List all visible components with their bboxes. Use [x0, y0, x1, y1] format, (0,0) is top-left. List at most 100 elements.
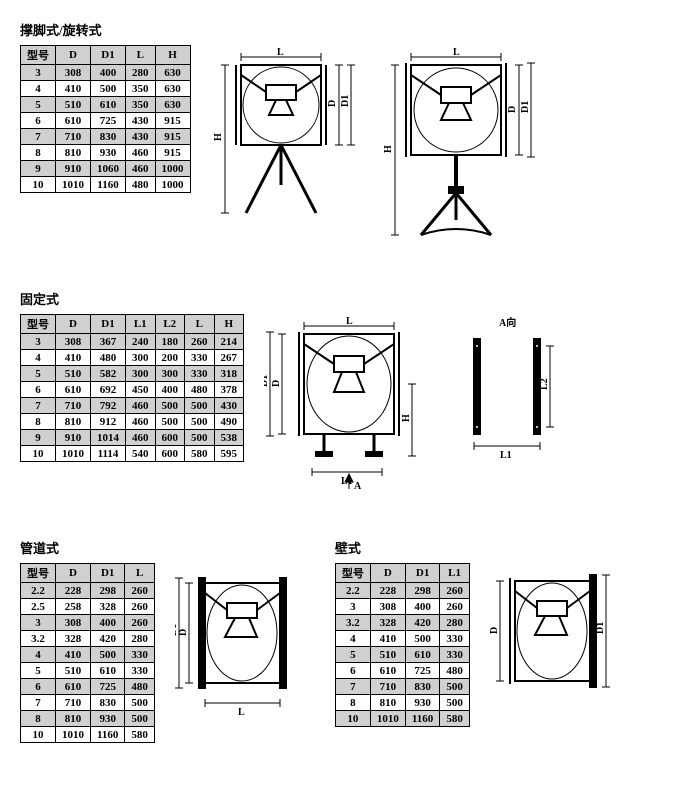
table-cell: 630 [155, 81, 190, 97]
table-cell: 460 [126, 145, 156, 161]
table-cell: 9 [21, 161, 56, 177]
table-cell: 7 [335, 679, 370, 695]
table-cell: 228 [56, 583, 91, 599]
table-header-cell: L1 [126, 315, 156, 334]
table-cell: 308 [56, 65, 91, 81]
table-cell: 298 [91, 583, 125, 599]
section-title: 壁式 [335, 538, 610, 557]
table-row: 5510610330 [21, 663, 155, 679]
table-cell: 710 [56, 129, 91, 145]
table-row: 4410480300200330267 [21, 350, 244, 366]
table-cell: 1160 [405, 711, 439, 727]
table-cell: 4 [21, 81, 56, 97]
table-cell: 3 [21, 65, 56, 81]
svg-text:D1: D1 [264, 375, 270, 387]
table-cell: 260 [440, 583, 470, 599]
table-cell: 260 [125, 583, 155, 599]
table-cell: 610 [405, 647, 439, 663]
table-cell: 460 [126, 414, 156, 430]
svg-text:L1: L1 [500, 450, 512, 461]
table-cell: 710 [56, 398, 91, 414]
table-header-cell: D [56, 564, 91, 583]
table-cell: 400 [405, 599, 439, 615]
svg-text:D: D [178, 629, 189, 636]
table-cell: 610 [370, 663, 405, 679]
table-cell: 910 [56, 161, 91, 177]
table-cell: 500 [185, 398, 215, 414]
table-row: 2.2228298260 [21, 583, 155, 599]
svg-text:D1: D1 [520, 101, 531, 113]
table-cell: 915 [155, 113, 190, 129]
table-cell: 830 [91, 695, 125, 711]
svg-text:H: H [383, 145, 394, 153]
table-cell: 500 [440, 695, 470, 711]
table-cell: 300 [126, 350, 156, 366]
table-cell: 328 [370, 615, 405, 631]
table-cell: 1010 [56, 446, 91, 462]
table-row: 6610725430915 [21, 113, 191, 129]
table-cell: 500 [155, 414, 185, 430]
table-cell: 8 [21, 414, 56, 430]
table-cell: 10 [335, 711, 370, 727]
svg-text:D: D [327, 100, 338, 107]
table-cell: 610 [56, 679, 91, 695]
table-cell: 430 [126, 113, 156, 129]
table-header-cell: L2 [155, 315, 185, 334]
table-cell: 830 [405, 679, 439, 695]
table-row: 7710830500 [335, 679, 469, 695]
table-row: 5510610350630 [21, 97, 191, 113]
table-cell: 328 [56, 631, 91, 647]
table-cell: 725 [91, 113, 126, 129]
table-cell: 308 [56, 615, 91, 631]
table-cell: 830 [91, 129, 126, 145]
table-cell: 450 [126, 382, 156, 398]
svg-text:A: A [354, 481, 362, 492]
table-row: 7710830500 [21, 695, 155, 711]
table-cell: 7 [21, 695, 56, 711]
table-cell: 3 [21, 334, 56, 350]
table-cell: 267 [214, 350, 244, 366]
svg-text:H: H [213, 133, 224, 141]
table-row: 991010604601000 [21, 161, 191, 177]
table-cell: 500 [125, 695, 155, 711]
table-row: 5510610330 [335, 647, 469, 663]
table-cell: 460 [126, 430, 156, 446]
table-cell: 260 [125, 615, 155, 631]
table-duct: 型号DD1L 2.22282982602.5258328260330840026… [20, 563, 155, 743]
table-cell: 6 [335, 663, 370, 679]
svg-text:L: L [346, 316, 353, 327]
table-header-cell: D [56, 315, 91, 334]
table-cell: 930 [91, 145, 126, 161]
svg-text:D1: D1 [595, 622, 606, 634]
table-cell: 6 [21, 679, 56, 695]
table-row: 3308367240180260214 [21, 334, 244, 350]
table-row: 8810912460500500490 [21, 414, 244, 430]
table-row: 1010101114540600580595 [21, 446, 244, 462]
table-cell: 595 [214, 446, 244, 462]
table-row: 4410500330 [335, 631, 469, 647]
table-cell: 600 [155, 430, 185, 446]
table-cell: 460 [126, 161, 156, 177]
diagram-wall: D D1 [490, 563, 610, 717]
table-row: 1010101160580 [335, 711, 469, 727]
table-row: 2.5258328260 [21, 599, 155, 615]
table-cell: 710 [56, 695, 91, 711]
table-cell: 328 [91, 599, 125, 615]
table-row: 6610725480 [335, 663, 469, 679]
table-cell: 420 [405, 615, 439, 631]
table-cell: 1000 [155, 161, 190, 177]
table-cell: 912 [91, 414, 126, 430]
table-row: 3.2328420280 [21, 631, 155, 647]
table-cell: 1010 [56, 177, 91, 193]
table-fixed: 型号DD1L1L2LH 3308367240180260214441048030… [20, 314, 244, 462]
table-cell: 330 [440, 631, 470, 647]
section-title: 固定式 [20, 289, 680, 308]
table-cell: 410 [370, 631, 405, 647]
table-row: 8810930460915 [21, 145, 191, 161]
table-cell: 240 [126, 334, 156, 350]
table-cell: 580 [440, 711, 470, 727]
section-fixed: 固定式 型号DD1L1L2LH 330836724018026021444104… [20, 289, 680, 498]
table-cell: 930 [405, 695, 439, 711]
table-cell: 400 [91, 615, 125, 631]
table-cell: 410 [56, 81, 91, 97]
